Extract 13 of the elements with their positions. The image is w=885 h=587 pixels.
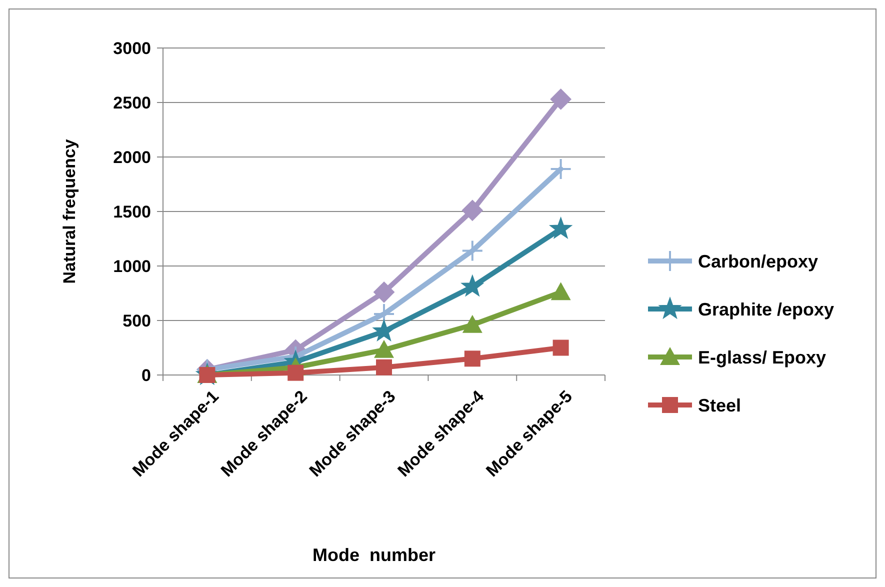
- legend-label: Graphite /epoxy: [698, 299, 834, 320]
- legend-label: E-glass/ Epoxy: [698, 347, 826, 368]
- x-axis-title: Mode number: [312, 545, 436, 565]
- y-tick-label: 2000: [113, 148, 151, 167]
- y-tick-label: 1000: [113, 256, 151, 276]
- y-tick-label: 500: [122, 311, 151, 330]
- y-tick-label: 1500: [113, 202, 151, 222]
- y-tick-label: 0: [142, 366, 151, 385]
- legend-label: Carbon/epoxy: [698, 251, 818, 272]
- legend-label: Steel: [698, 395, 742, 416]
- y-tick-label: 3000: [113, 38, 151, 58]
- y-tick-label: 2500: [113, 93, 151, 112]
- y-axis-title: Natural frequency: [60, 138, 79, 284]
